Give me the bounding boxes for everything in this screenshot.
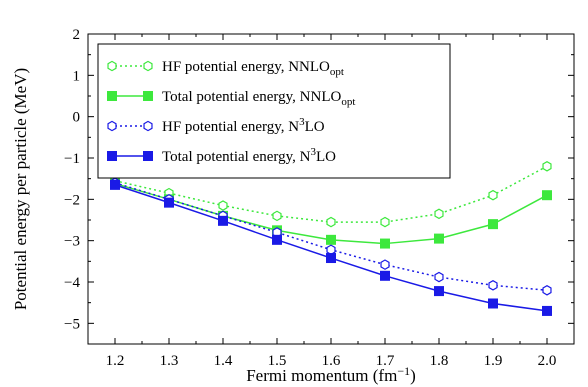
data-point <box>110 179 120 190</box>
legend-label-hf-n3lo: HF potential energy, N3LO <box>162 116 325 135</box>
data-point <box>143 120 153 132</box>
y-tick-label: 0 <box>73 110 81 126</box>
data-point <box>380 259 390 270</box>
legend-entry-hf-n3lo: HF potential energy, N3LO <box>107 116 325 135</box>
data-point <box>107 60 117 72</box>
data-point <box>143 91 153 101</box>
data-point <box>107 91 117 101</box>
data-point <box>107 120 117 132</box>
data-point <box>326 253 336 264</box>
x-tick-label: 1.3 <box>160 353 179 369</box>
data-point <box>272 234 282 245</box>
data-point <box>380 270 390 281</box>
data-point <box>542 305 552 316</box>
legend-label-total-n3lo: Total potential energy, N3LO <box>162 146 336 165</box>
data-point <box>218 215 228 226</box>
data-point <box>218 200 228 211</box>
data-point <box>488 189 498 201</box>
data-point <box>434 286 444 297</box>
data-point <box>542 190 552 201</box>
data-point <box>326 234 336 245</box>
x-tick-label: 1.9 <box>484 353 503 369</box>
legend-swatch-hf-n3lo <box>107 120 153 132</box>
legend-entry-total-nnlo: Total potential energy, NNLOopt <box>107 89 355 108</box>
y-axis-label: Potential energy per particle (MeV) <box>11 68 30 310</box>
x-tick-label: 1.5 <box>268 353 287 369</box>
data-point <box>434 271 444 283</box>
legend-swatch-total-n3lo <box>107 151 153 161</box>
data-point <box>434 233 444 244</box>
x-tick-label: 1.6 <box>322 353 341 369</box>
y-tick-label: −5 <box>64 316 80 332</box>
data-point <box>326 244 336 256</box>
data-point <box>488 280 498 291</box>
data-point <box>107 151 117 161</box>
series-3 <box>110 179 552 316</box>
y-tick-label: −4 <box>64 275 80 291</box>
ticks-layer: 1.2 1.3 1.4 1.5 1.6 1.7 1.8 1.9 2.0 2 1 0 −1 −2 −3 −4 −5 <box>64 27 574 369</box>
legend-label-hf-nnlo: HF potential energy, NNLOopt <box>162 59 344 78</box>
x-tick-label: 1.4 <box>214 353 233 369</box>
data-point <box>326 216 336 228</box>
legend-swatch-total-nnlo <box>107 91 153 101</box>
x-tick-label: 1.7 <box>376 353 395 369</box>
y-tick-label: 2 <box>73 27 81 43</box>
y-tick-label: 1 <box>73 68 81 84</box>
y-tick-label: −2 <box>64 192 80 208</box>
series-layer <box>110 160 552 316</box>
x-axis-label: Fermi momentum (fm−1) <box>246 364 416 385</box>
y-tick-label: −1 <box>64 151 80 167</box>
x-tick-label: 1.2 <box>106 353 125 369</box>
series-1 <box>110 178 552 249</box>
data-point <box>488 298 498 309</box>
legend-label-total-nnlo: Total potential energy, NNLOopt <box>162 89 355 108</box>
legend-swatch-hf-nnlo <box>107 60 153 72</box>
legend-entry-hf-nnlo: HF potential energy, NNLOopt <box>107 59 344 78</box>
x-tick-label: 2.0 <box>538 353 557 369</box>
legend-entry-total-n3lo: Total potential energy, N3LO <box>107 146 336 165</box>
data-point <box>542 160 552 172</box>
legend: HF potential energy, NNLOopt Total poten… <box>97 43 451 179</box>
legend-box <box>97 43 451 179</box>
series-line <box>114 182 548 245</box>
data-point <box>164 197 174 208</box>
data-point <box>143 151 153 161</box>
data-point <box>434 208 444 220</box>
x-tick-label: 1.8 <box>430 353 449 369</box>
data-point <box>143 60 153 72</box>
data-point <box>272 210 282 222</box>
data-point <box>380 216 390 228</box>
data-point <box>380 238 390 249</box>
y-tick-label: −3 <box>64 234 80 250</box>
data-point <box>542 284 552 296</box>
data-point <box>488 219 498 230</box>
